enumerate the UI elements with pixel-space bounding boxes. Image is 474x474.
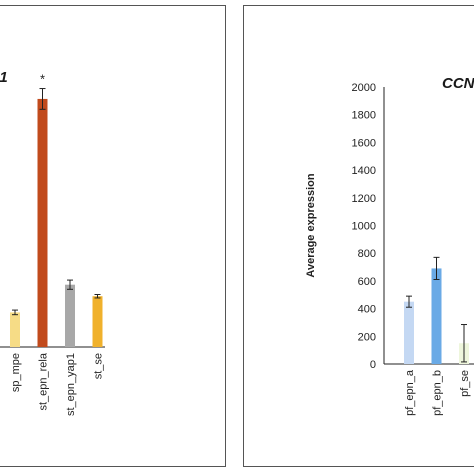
left-bar-chart: 31 sp_mpe * st_epn_rela st_epn_yap1 st_se bbox=[0, 69, 105, 416]
left-category-label: sp_mpe bbox=[10, 353, 22, 392]
right-y-tick-label: 600 bbox=[358, 276, 376, 288]
right-y-axis-title: Average expression bbox=[305, 173, 317, 277]
left-bar bbox=[37, 98, 48, 347]
left-bar bbox=[65, 284, 75, 347]
left-chart-title: 31 bbox=[0, 69, 8, 86]
left-category-label: st_epn_yap1 bbox=[65, 353, 77, 416]
right-y-tick-label: 1600 bbox=[352, 137, 376, 149]
right-y-tick-label: 1800 bbox=[352, 110, 376, 122]
right-chart-title: CCN bbox=[442, 75, 474, 92]
right-y-tick-label: 1000 bbox=[352, 221, 376, 233]
left-chart-panel: 31 sp_mpe * st_epn_rela st_epn_yap1 st_se bbox=[0, 5, 226, 467]
right-y-tick-label: 2000 bbox=[352, 82, 376, 94]
right-y-tick-label: 1200 bbox=[352, 193, 376, 205]
right-chart-panel: CCN Average expression 0 200 400 600 800 1000… bbox=[243, 5, 474, 467]
right-bar bbox=[431, 268, 442, 364]
left-bars-group: sp_mpe * st_epn_rela st_epn_yap1 st_se bbox=[10, 72, 105, 416]
right-bars-group: pf_epn_apf_epn_bpf_sesp_epn bbox=[404, 256, 471, 416]
right-y-tick-label: 0 bbox=[370, 359, 376, 371]
right-y-tick-label: 200 bbox=[358, 331, 376, 343]
left-bar bbox=[10, 312, 20, 347]
left-category-label: st_se bbox=[93, 353, 105, 379]
right-category-label: pf_epn_a bbox=[404, 369, 416, 416]
right-category-label: pf_se bbox=[459, 370, 471, 397]
right-y-tick-label: 1400 bbox=[352, 165, 376, 177]
right-bar-chart: CCN Average expression 0 200 400 600 800 1000… bbox=[305, 75, 474, 416]
right-y-tick-label: 800 bbox=[358, 248, 376, 260]
right-y-tick-label: 400 bbox=[358, 304, 376, 316]
left-significance-label: * bbox=[40, 72, 45, 87]
right-y-ticks-group: 0 200 400 600 800 1000 1200 1400 1600 1800 2000 bbox=[352, 82, 376, 371]
right-bar bbox=[404, 301, 414, 364]
left-bar bbox=[92, 296, 103, 347]
right-category-label: pf_epn_b bbox=[432, 370, 444, 416]
left-category-label: st_epn_rela bbox=[38, 352, 50, 410]
